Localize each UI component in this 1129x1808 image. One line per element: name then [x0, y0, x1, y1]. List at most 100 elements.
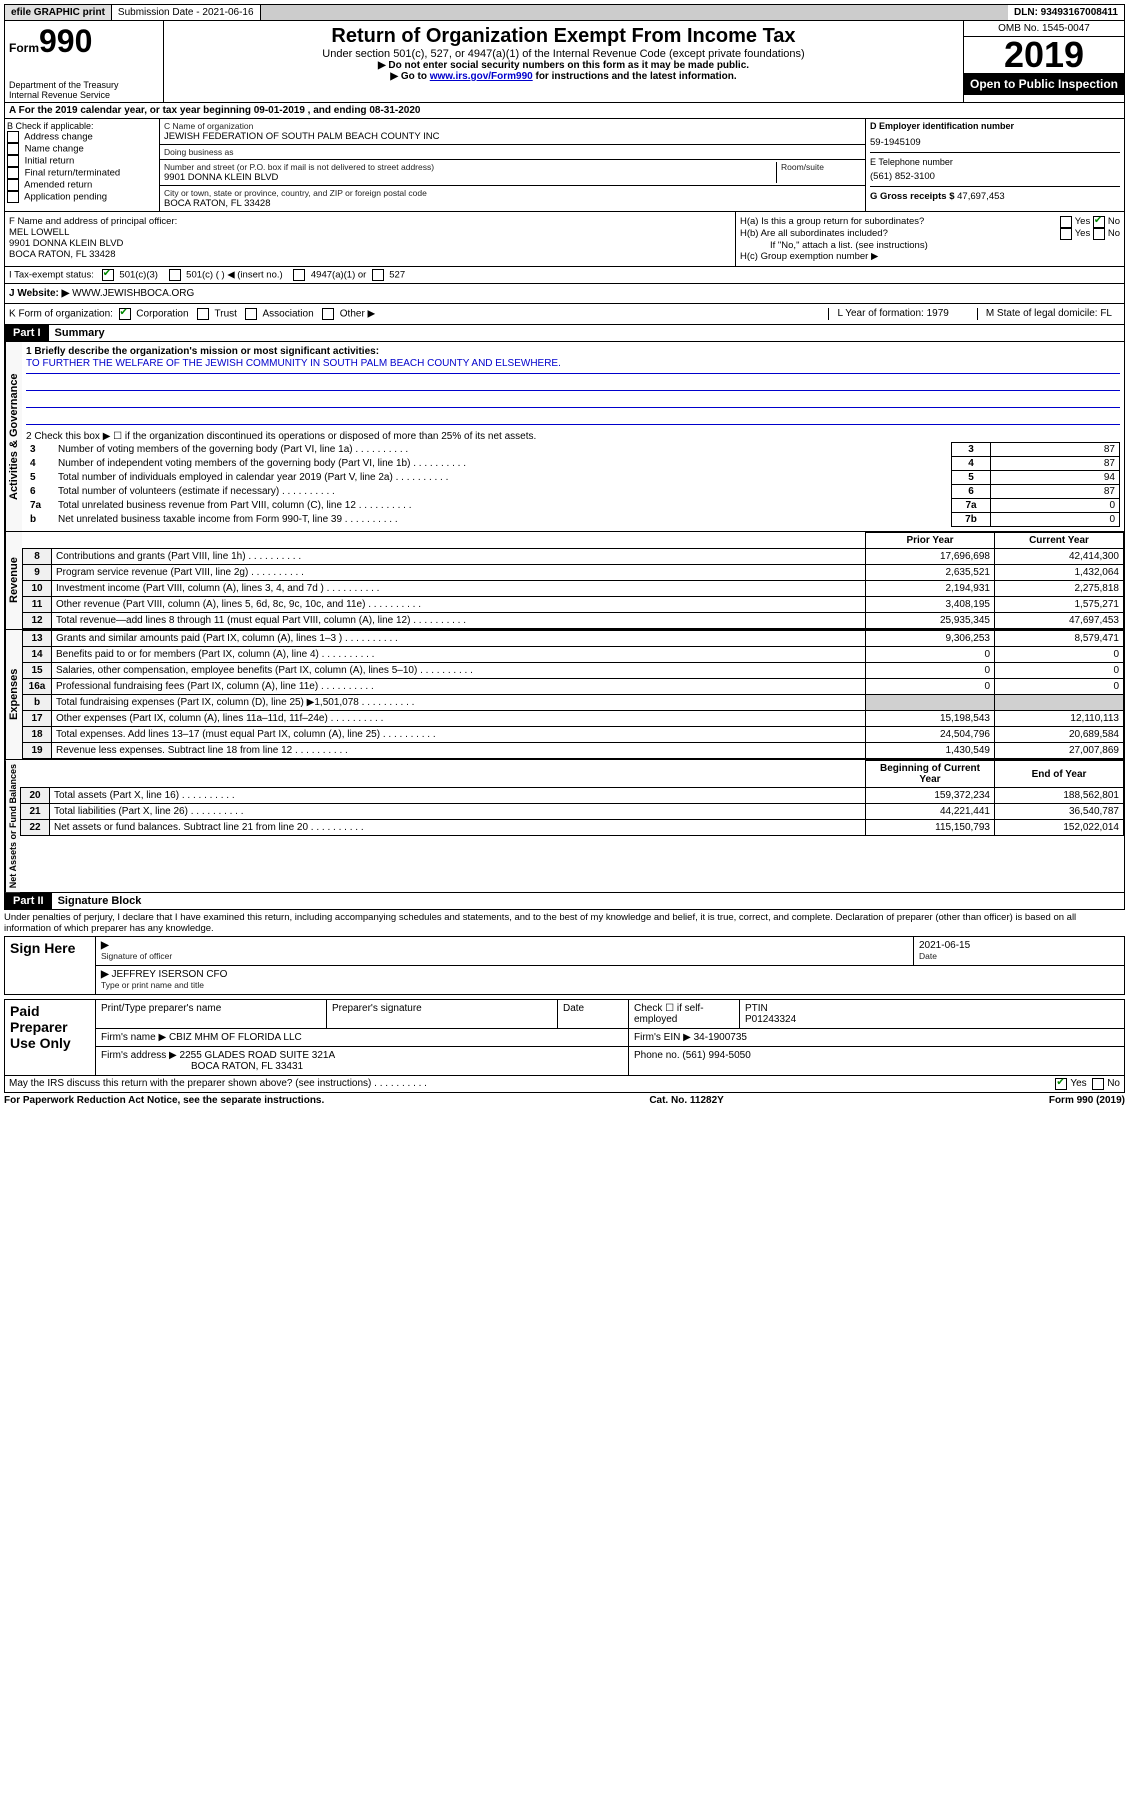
box-h: H(a) Is this a group return for subordin… [736, 212, 1124, 266]
box-b-checkbox-4[interactable] [7, 179, 19, 191]
k-label: K Form of organization: [9, 309, 113, 320]
prep-sig-header: Preparer's signature [327, 1000, 558, 1029]
opt-501c3: 501(c)(3) [119, 270, 158, 281]
open-to-public: Open to Public Inspection [964, 73, 1124, 95]
form-number: 990 [39, 23, 92, 59]
phone-value: (561) 852-3100 [870, 171, 1120, 182]
box-g-gross: G Gross receipts $ 47,697,453 [870, 191, 1120, 202]
instr-post: for instructions and the latest informat… [533, 71, 737, 82]
box-b-checkbox-5[interactable] [7, 191, 19, 203]
arrow-icon: ▶ [101, 940, 109, 951]
gov-row-7b: bNet unrelated business taxable income f… [26, 513, 1120, 527]
firm-ein-label: Firm's EIN ▶ [634, 1032, 691, 1043]
corp-checkbox[interactable] [119, 308, 131, 320]
gov-row-7a: 7aTotal unrelated business revenue from … [26, 499, 1120, 513]
officer-name-label: Type or print name and title [101, 980, 204, 990]
firm-ein-cell: Firm's EIN ▶ 34-1900735 [629, 1029, 1125, 1047]
sig-date-value: 2021-06-15 [919, 940, 970, 951]
form-subtitle: Under section 501(c), 527, or 4947(a)(1)… [168, 48, 959, 60]
trust-checkbox[interactable] [197, 308, 209, 320]
officer-label: F Name and address of principal officer: [9, 216, 731, 227]
opt-527: 527 [389, 270, 405, 281]
firm-city-value: BOCA RATON, FL 33431 [101, 1061, 303, 1072]
net-rows-header: Beginning of Current YearEnd of Year [21, 761, 1124, 788]
exp-rows-row-15: 15Salaries, other compensation, employee… [23, 663, 1124, 679]
opt-4947: 4947(a)(1) or [311, 270, 366, 281]
street-row: Number and street (or P.O. box if mail i… [160, 160, 865, 186]
tax-year: 2019 [964, 37, 1124, 73]
gov-row-5: 5Total number of individuals employed in… [26, 471, 1120, 485]
f-h-row: F Name and address of principal officer:… [4, 212, 1125, 267]
box-b-item-1: Name change [7, 143, 157, 155]
h-b-yes: Yes [1075, 228, 1091, 240]
527-checkbox[interactable] [372, 269, 384, 281]
sig-officer-cell: ▶ Signature of officer [96, 937, 914, 966]
discuss-yes: Yes [1070, 1078, 1086, 1090]
501c-checkbox[interactable] [169, 269, 181, 281]
firm-name-cell: Firm's name ▶ CBIZ MHM OF FLORIDA LLC [96, 1029, 629, 1047]
h-b-yes-checkbox[interactable] [1060, 228, 1072, 240]
box-b-checkbox-0[interactable] [7, 131, 19, 143]
box-b-item-4: Amended return [7, 179, 157, 191]
exp-rows-row-17: 17Other expenses (Part IX, column (A), l… [23, 711, 1124, 727]
instr-pre: ▶ Go to [390, 71, 429, 82]
part-1-governance: Activities & Governance 1 Briefly descri… [4, 342, 1125, 532]
org-name: JEWISH FEDERATION OF SOUTH PALM BEACH CO… [164, 131, 861, 142]
tax-status-row: I Tax-exempt status: 501(c)(3) 501(c) ( … [4, 267, 1125, 284]
v-label-revenue: Revenue [5, 532, 22, 629]
city-label: City or town, state or province, country… [164, 188, 861, 198]
box-b-checkboxes: B Check if applicable: Address change Na… [5, 119, 160, 211]
box-b-item-2: Initial return [7, 155, 157, 167]
state-domicile: M State of legal domicile: FL [977, 308, 1120, 320]
form-prefix: Form [9, 41, 39, 55]
h-b-label: H(b) Are all subordinates included? [740, 228, 1060, 240]
v-label-net: Net Assets or Fund Balances [5, 760, 20, 892]
street-label: Number and street (or P.O. box if mail i… [164, 162, 776, 172]
q2-discontinued: 2 Check this box ▶ ☐ if the organization… [26, 431, 1120, 442]
h-a-yes-checkbox[interactable] [1060, 216, 1072, 228]
rev-rows-header: Prior YearCurrent Year [23, 533, 1124, 549]
box-b-label: B Check if applicable: [7, 121, 157, 131]
firm-name-label: Firm's name ▶ [101, 1032, 166, 1043]
tax-year-range: A For the 2019 calendar year, or tax yea… [9, 105, 420, 116]
4947-checkbox[interactable] [293, 269, 305, 281]
part-2-header-row: Part II Signature Block [4, 893, 1125, 910]
assoc-checkbox[interactable] [245, 308, 257, 320]
box-b-item-0: Address change [7, 131, 157, 143]
501c3-checkbox[interactable] [102, 269, 114, 281]
submission-date: Submission Date - 2021-06-16 [112, 5, 261, 20]
box-b-checkbox-3[interactable] [7, 167, 19, 179]
discuss-no: No [1107, 1078, 1120, 1090]
net-assets-table: Beginning of Current YearEnd of Year20To… [20, 760, 1124, 836]
city-value: BOCA RATON, FL 33428 [164, 198, 861, 209]
room-label: Room/suite [781, 162, 861, 172]
city-row: City or town, state or province, country… [160, 186, 865, 211]
part-1-badge: Part I [5, 325, 49, 341]
mission-blank-1 [26, 374, 1120, 391]
h-c-label: H(c) Group exemption number ▶ [740, 251, 1120, 262]
h-a-no-checkbox[interactable] [1093, 216, 1105, 228]
phone-label: E Telephone number [870, 157, 1120, 167]
h-a-yes: Yes [1075, 216, 1091, 228]
mission-blank-3 [26, 408, 1120, 425]
discuss-yes-checkbox[interactable] [1055, 1078, 1067, 1090]
efile-print-button[interactable]: efile GRAPHIC print [5, 5, 112, 20]
discuss-no-checkbox[interactable] [1092, 1078, 1104, 1090]
exp-rows-row-18: 18Total expenses. Add lines 13–17 (must … [23, 727, 1124, 743]
other-checkbox[interactable] [322, 308, 334, 320]
q1-mission-label: 1 Briefly describe the organization's mi… [26, 346, 1120, 357]
box-b-checkbox-1[interactable] [7, 143, 19, 155]
sign-here-label: Sign Here [5, 937, 96, 995]
net-rows-row-20: 20Total assets (Part X, line 16)159,372,… [21, 788, 1124, 804]
tax-status-label: I Tax-exempt status: [9, 270, 94, 281]
box-b-checkbox-2[interactable] [7, 155, 19, 167]
irs-form990-link[interactable]: www.irs.gov/Form990 [430, 71, 533, 82]
revenue-table: Prior YearCurrent Year8Contributions and… [22, 532, 1124, 629]
h-a-no: No [1108, 216, 1120, 228]
ptin-label: PTIN [745, 1003, 768, 1014]
form-990-label: Form990 [9, 23, 159, 60]
h-b-no-checkbox[interactable] [1093, 228, 1105, 240]
exp-rows-row-16a: 16aProfessional fundraising fees (Part I… [23, 679, 1124, 695]
gross-value: 47,697,453 [957, 191, 1005, 202]
firm-addr-value: 2255 GLADES ROAD SUITE 321A [180, 1050, 336, 1061]
